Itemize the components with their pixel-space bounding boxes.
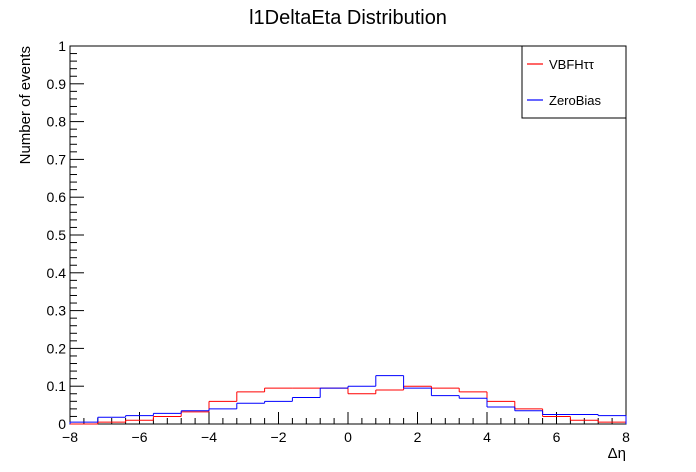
x-tick-label: 6 [553, 429, 561, 445]
x-tick-label: −4 [201, 429, 217, 445]
chart-title: l1DeltaEta Distribution [249, 7, 447, 29]
series-layer [69, 375, 627, 425]
y-tick-label: 1 [58, 38, 66, 54]
legend-label-vbfh: VBFHττ [549, 57, 595, 72]
y-tick-label: 0 [58, 416, 66, 432]
y-tick-label: 0.5 [47, 227, 67, 243]
x-tick-label: 4 [483, 429, 491, 445]
legend-label-zerobias: ZeroBias [549, 93, 602, 108]
series-zerobias [69, 375, 627, 424]
x-tick-label: −2 [271, 429, 287, 445]
x-tick-label: 2 [414, 429, 422, 445]
legend-box [521, 45, 627, 119]
x-tick-label: 8 [622, 429, 630, 445]
y-tick-label: 0.2 [47, 340, 67, 356]
y-tick-label: 0.7 [47, 151, 67, 167]
x-tick-label: −8 [62, 429, 78, 445]
x-tick-label: 0 [344, 429, 352, 445]
y-axis-ticks: 0 0.1 0.2 0.3 0.4 0.5 0.6 0.7 0.8 0.9 1 [47, 38, 84, 432]
y-tick-label: 0.9 [47, 76, 67, 92]
legend: VBFHττ ZeroBias [521, 45, 627, 119]
y-tick-label: 0.8 [47, 114, 67, 130]
y-tick-label: 0.6 [47, 189, 67, 205]
x-axis-label: Δη [608, 445, 626, 462]
x-axis-ticks: −8 −6 −4 −2 0 2 4 6 8 [62, 412, 630, 445]
x-tick-label: −6 [132, 429, 148, 445]
y-tick-label: 0.1 [47, 378, 67, 394]
y-axis-label: Number of events [17, 46, 34, 164]
y-tick-label: 0.4 [47, 265, 67, 281]
y-tick-label: 0.3 [47, 303, 67, 319]
